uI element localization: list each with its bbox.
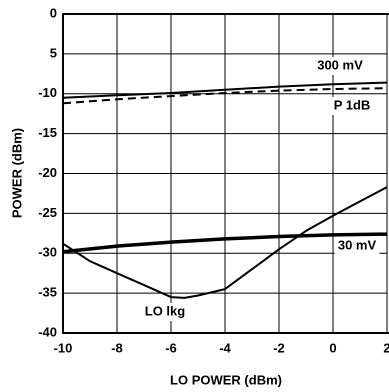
x-tick-label: -6	[165, 340, 177, 355]
series-label-bg	[314, 57, 366, 75]
series-line	[62, 87, 388, 105]
series-label-bg	[141, 303, 189, 321]
series-label-bg	[334, 237, 380, 255]
x-tick-label: -4	[219, 340, 231, 355]
y-tick-label: 5	[50, 45, 57, 60]
plot-frame	[62, 13, 389, 334]
y-tick-label: -20	[38, 165, 57, 180]
y-tick-label: -40	[38, 324, 57, 339]
y-tick-label: -10	[38, 85, 57, 100]
series-line	[62, 186, 388, 299]
y-tick-label: 0	[50, 5, 57, 20]
y-tick-label: -35	[38, 285, 57, 300]
series-label: 30 mV	[338, 237, 377, 252]
x-tick-label: -10	[54, 340, 73, 355]
y-tick-label: -15	[38, 125, 57, 140]
series-label-bg	[330, 97, 374, 115]
y-tick-label: -25	[38, 205, 57, 220]
y-tick-label: -30	[38, 245, 57, 260]
series-label: P 1dB	[334, 97, 371, 112]
y-axis-label: POWER (dBm)	[9, 128, 24, 218]
x-tick-label: 2	[383, 340, 389, 355]
x-tick-label: 0	[329, 340, 336, 355]
series-line	[62, 232, 388, 254]
x-axis-label: LO POWER (dBm)	[170, 372, 282, 387]
series-label: 300 mV	[317, 57, 363, 72]
x-tick-label: -8	[111, 340, 123, 355]
series-line	[62, 81, 388, 99]
x-tick-label: -2	[273, 340, 285, 355]
series-label: LO lkg	[145, 303, 186, 318]
